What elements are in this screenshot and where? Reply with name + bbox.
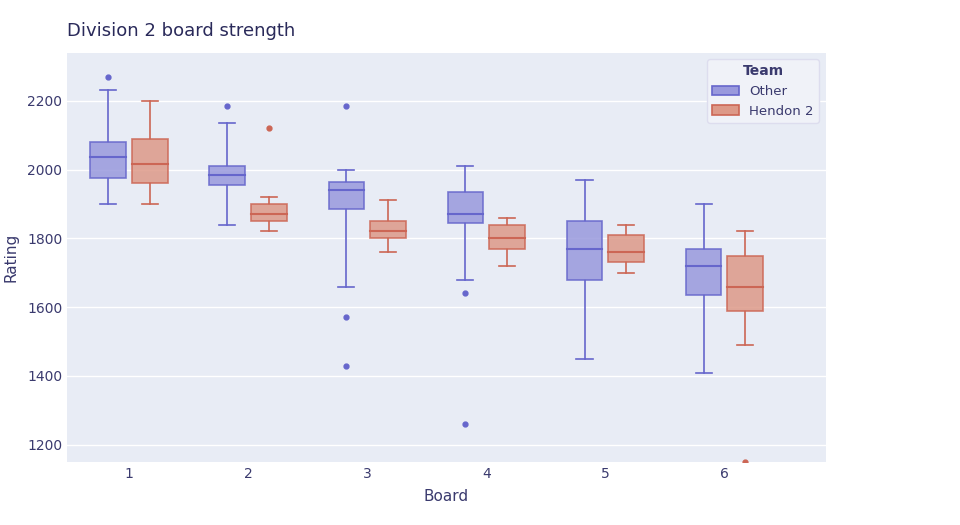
Legend: Other, Hendon 2: Other, Hendon 2 [707, 59, 819, 123]
Bar [490, 225, 525, 249]
Bar [685, 249, 721, 295]
X-axis label: Board: Board [423, 489, 469, 504]
Bar [728, 256, 763, 311]
Bar [132, 139, 168, 183]
Bar [328, 182, 364, 209]
Bar [252, 204, 287, 221]
Bar [566, 221, 602, 280]
Bar [609, 235, 644, 262]
Bar [90, 142, 126, 178]
Text: Division 2 board strength: Division 2 board strength [67, 22, 296, 40]
Bar [371, 221, 406, 238]
Bar [209, 166, 245, 185]
Y-axis label: Rating: Rating [4, 233, 19, 282]
Bar [447, 192, 483, 223]
